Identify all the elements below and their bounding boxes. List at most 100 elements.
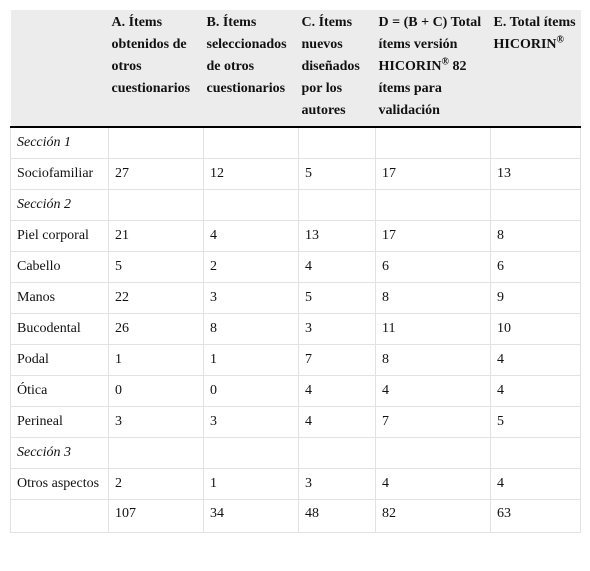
table-row: Bucodental 26 8 3 11 10 — [10, 313, 581, 345]
empty-cell — [298, 437, 376, 469]
cell-value: 107 — [108, 499, 204, 533]
cell-value: 3 — [108, 406, 204, 438]
header-text: E. Total ítems HICORIN — [493, 15, 576, 52]
empty-cell — [203, 126, 299, 159]
cell-value: 48 — [298, 499, 376, 533]
section-label: Sección 3 — [10, 437, 109, 469]
header-blank — [10, 10, 109, 128]
table-row: Manos 22 3 5 8 9 — [10, 282, 581, 314]
header-row: A. Ítems obtenidos de otros cuestionario… — [10, 10, 581, 128]
column-header: C. Ítems nuevos diseñados por los autore… — [298, 10, 376, 128]
empty-cell — [490, 126, 581, 159]
header-text: D = (B + C) Total ítems versión HICORIN — [378, 15, 482, 74]
header-sup: ® — [441, 56, 449, 68]
cell-value: 63 — [490, 499, 581, 533]
cell-value: 0 — [108, 375, 204, 407]
row-label: Manos — [10, 282, 109, 314]
table-row: Piel corporal 21 4 13 17 8 — [10, 220, 581, 252]
empty-cell — [375, 189, 491, 221]
row-label: Otros aspectos — [10, 468, 109, 500]
cell-value: 1 — [108, 344, 204, 376]
cell-value: 22 — [108, 282, 204, 314]
cell-value: 21 — [108, 220, 204, 252]
row-label: Ótica — [10, 375, 109, 407]
section-label: Sección 1 — [10, 126, 109, 159]
cell-value: 4 — [298, 251, 376, 283]
column-header: B. Ítems seleccionados de otros cuestion… — [203, 10, 299, 128]
empty-cell — [375, 437, 491, 469]
cell-value: 4 — [298, 375, 376, 407]
table-row: Sociofamiliar 27 12 5 17 13 — [10, 158, 581, 190]
cell-value: 13 — [298, 220, 376, 252]
empty-cell — [203, 437, 299, 469]
cell-value: 27 — [108, 158, 204, 190]
empty-cell — [203, 189, 299, 221]
cell-value: 1 — [203, 468, 299, 500]
cell-value: 8 — [375, 282, 491, 314]
row-label: Podal — [10, 344, 109, 376]
cell-value: 0 — [203, 375, 299, 407]
cell-value: 4 — [298, 406, 376, 438]
cell-value: 3 — [298, 468, 376, 500]
table-row: Cabello 5 2 4 6 6 — [10, 251, 581, 283]
column-header: E. Total ítems HICORIN® — [490, 10, 581, 128]
data-table: A. Ítems obtenidos de otros cuestionario… — [10, 10, 581, 533]
cell-value: 4 — [375, 375, 491, 407]
cell-value: 2 — [108, 468, 204, 500]
cell-value: 5 — [108, 251, 204, 283]
cell-value: 8 — [490, 220, 581, 252]
cell-value: 8 — [375, 344, 491, 376]
empty-cell — [108, 126, 204, 159]
cell-value: 5 — [298, 158, 376, 190]
column-header: D = (B + C) Total ítems versión HICORIN®… — [375, 10, 491, 128]
cell-value: 3 — [298, 313, 376, 345]
row-label: Cabello — [10, 251, 109, 283]
table-row: Sección 3 — [10, 437, 581, 469]
column-header: A. Ítems obtenidos de otros cuestionario… — [108, 10, 204, 128]
cell-value: 8 — [203, 313, 299, 345]
cell-value: 4 — [203, 220, 299, 252]
empty-cell — [10, 499, 109, 533]
table-row: Podal 1 1 7 8 4 — [10, 344, 581, 376]
row-label: Bucodental — [10, 313, 109, 345]
table-row: Ótica 0 0 4 4 4 — [10, 375, 581, 407]
cell-value: 82 — [375, 499, 491, 533]
header-sup: ® — [556, 34, 564, 46]
table-row: 107 34 48 82 63 — [10, 499, 581, 533]
cell-value: 6 — [490, 251, 581, 283]
cell-value: 6 — [375, 251, 491, 283]
empty-cell — [375, 126, 491, 159]
header-text: 82 ítems para validación — [378, 59, 467, 118]
cell-value: 4 — [490, 344, 581, 376]
row-label: Perineal — [10, 406, 109, 438]
cell-value: 26 — [108, 313, 204, 345]
row-label: Piel corporal — [10, 220, 109, 252]
cell-value: 12 — [203, 158, 299, 190]
cell-value: 7 — [298, 344, 376, 376]
table-row: Sección 2 — [10, 189, 581, 221]
empty-cell — [490, 437, 581, 469]
cell-value: 4 — [490, 375, 581, 407]
table-row: Perineal 3 3 4 7 5 — [10, 406, 581, 438]
empty-cell — [298, 126, 376, 159]
cell-value: 4 — [375, 468, 491, 500]
cell-value: 13 — [490, 158, 581, 190]
empty-cell — [298, 189, 376, 221]
empty-cell — [490, 189, 581, 221]
cell-value: 9 — [490, 282, 581, 314]
empty-cell — [108, 437, 204, 469]
cell-value: 1 — [203, 344, 299, 376]
cell-value: 3 — [203, 406, 299, 438]
cell-value: 17 — [375, 220, 491, 252]
cell-value: 11 — [375, 313, 491, 345]
cell-value: 5 — [298, 282, 376, 314]
cell-value: 4 — [490, 468, 581, 500]
cell-value: 2 — [203, 251, 299, 283]
cell-value: 17 — [375, 158, 491, 190]
empty-cell — [108, 189, 204, 221]
table-row: Sección 1 — [10, 126, 581, 159]
cell-value: 3 — [203, 282, 299, 314]
cell-value: 7 — [375, 406, 491, 438]
cell-value: 34 — [203, 499, 299, 533]
